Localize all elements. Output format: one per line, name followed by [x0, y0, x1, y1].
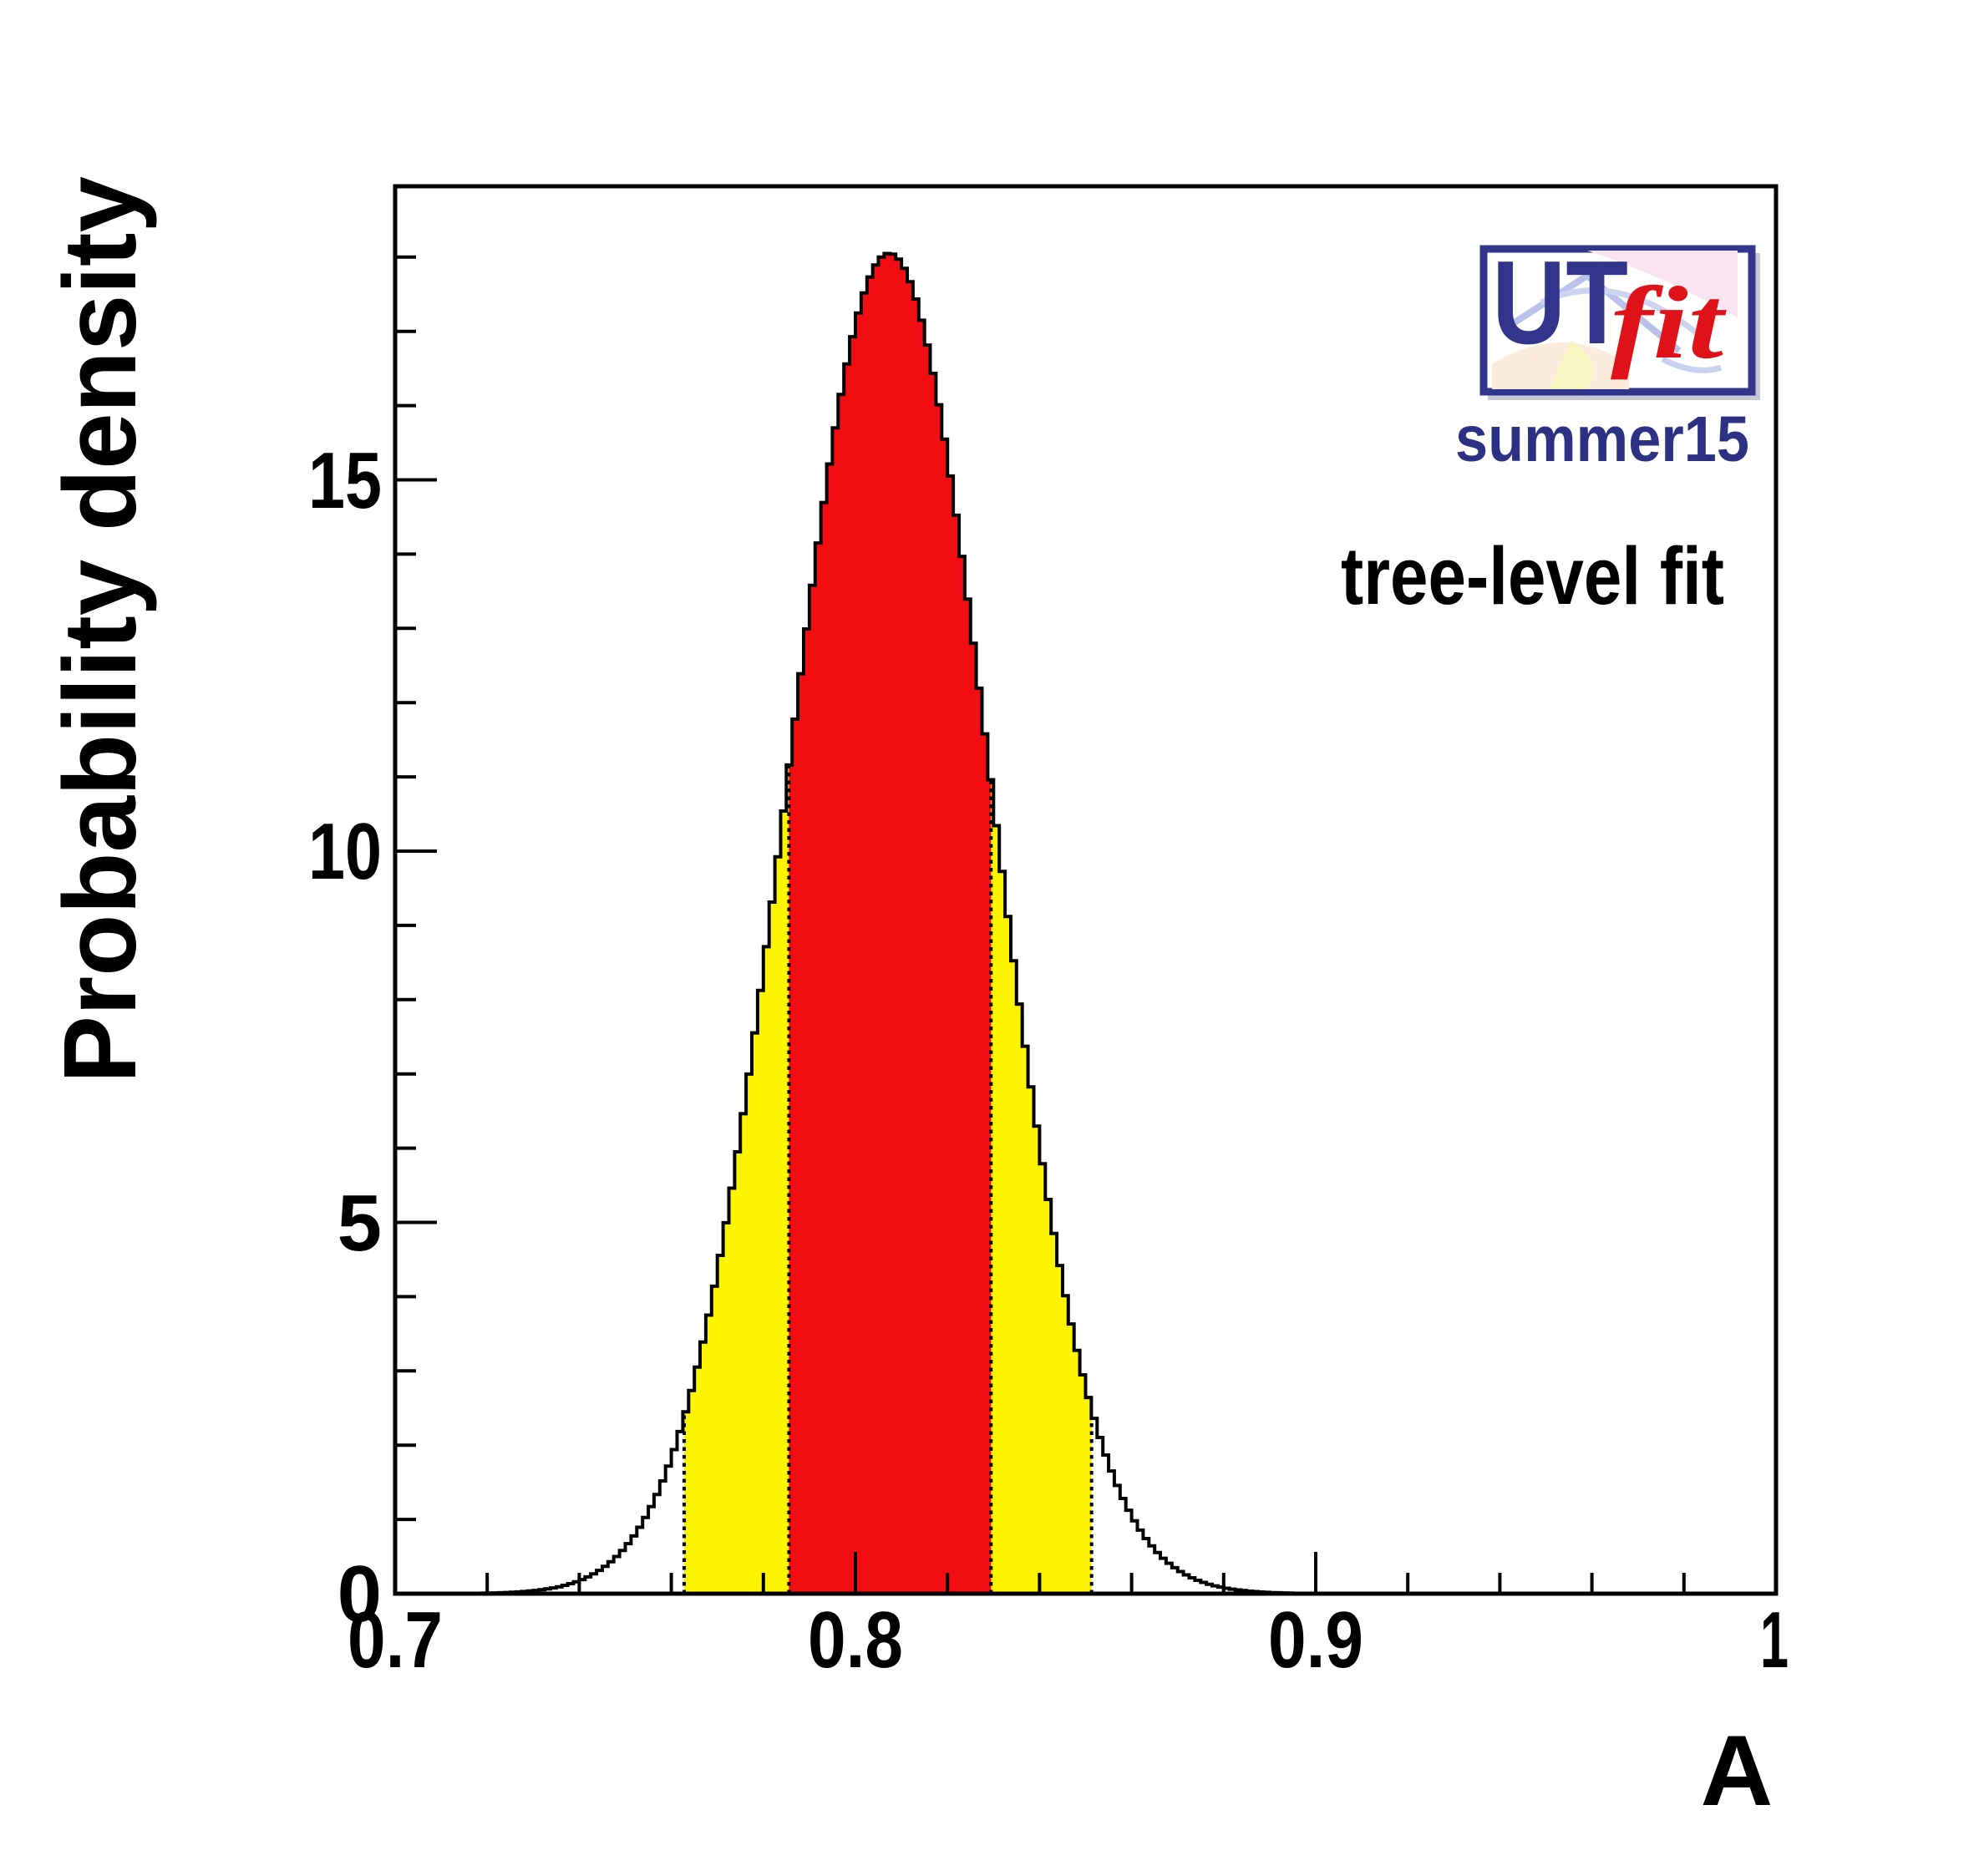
svg-text:Probability density: Probability density	[43, 176, 158, 1083]
svg-text:5: 5	[337, 1179, 382, 1268]
svg-text:summer15: summer15	[1455, 403, 1749, 475]
svg-text:UT: UT	[1492, 236, 1628, 369]
svg-text:fit: fit	[1611, 266, 1727, 380]
svg-text:15: 15	[308, 436, 382, 525]
svg-text:10: 10	[308, 807, 382, 896]
svg-text:A: A	[1701, 1715, 1774, 1827]
svg-text:0.8: 0.8	[808, 1595, 903, 1685]
svg-text:tree-level fit: tree-level fit	[1341, 530, 1724, 621]
svg-text:0.9: 0.9	[1268, 1595, 1363, 1685]
svg-text:1: 1	[1760, 1595, 1789, 1685]
svg-text:0.7: 0.7	[348, 1595, 443, 1685]
svg-text:0: 0	[337, 1549, 382, 1639]
